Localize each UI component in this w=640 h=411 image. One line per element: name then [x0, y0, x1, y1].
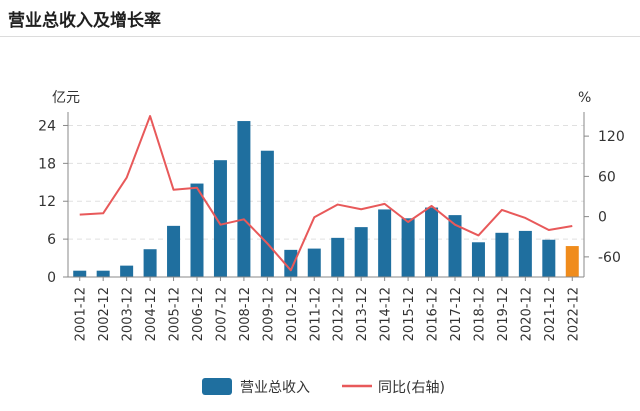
right-tick-label: 120 — [598, 129, 625, 145]
right-axis-unit: % — [578, 90, 591, 106]
x-tick-label: 2011-12 — [308, 287, 323, 341]
x-tick-label: 2010-12 — [285, 287, 300, 341]
revenue-bar — [190, 183, 204, 277]
revenue-bar — [260, 150, 274, 277]
x-tick-label: 2004-12 — [144, 287, 159, 341]
left-tick-label: 6 — [47, 232, 56, 248]
right-tick-label: 0 — [598, 210, 607, 226]
revenue-bar — [565, 246, 579, 277]
x-tick-label: 2021-12 — [543, 287, 558, 341]
legend-line-label: 同比(右轴) — [378, 380, 445, 396]
revenue-bar — [448, 215, 462, 277]
legend-bar-label: 营业总收入 — [240, 380, 310, 396]
x-tick-label: 2022-12 — [566, 287, 581, 341]
x-tick-label: 2002-12 — [97, 287, 112, 341]
revenue-bar — [495, 232, 509, 277]
revenue-bar — [331, 237, 345, 277]
x-tick-label: 2017-12 — [449, 287, 464, 341]
x-tick-label: 2016-12 — [426, 287, 441, 341]
x-tick-label: 2020-12 — [519, 287, 534, 341]
x-tick-label: 2005-12 — [168, 287, 183, 341]
growth-line — [79, 115, 573, 272]
chart-title: 营业总收入及增长率 — [8, 11, 161, 31]
x-tick-label: 2015-12 — [402, 287, 417, 341]
x-tick-label: 2019-12 — [496, 287, 511, 341]
revenue-bar — [307, 248, 321, 277]
x-tick-label: 2013-12 — [355, 287, 370, 341]
left-tick-label: 12 — [38, 194, 56, 210]
legend-bar-swatch — [202, 378, 232, 395]
left-axis-unit: 亿元 — [52, 90, 80, 106]
x-tick-label: 2007-12 — [214, 287, 229, 341]
x-tick-label: 2008-12 — [238, 287, 253, 341]
revenue-bar — [518, 230, 532, 277]
revenue-bar — [237, 121, 251, 277]
left-tick-label: 0 — [47, 270, 56, 286]
revenue-bar — [471, 242, 485, 277]
left-tick-label: 24 — [38, 118, 56, 134]
revenue-bar — [143, 249, 157, 277]
revenue-bar — [96, 270, 110, 277]
x-tick-label: 2018-12 — [472, 287, 487, 341]
revenue-bar — [378, 209, 392, 277]
right-tick-label: -60 — [598, 250, 621, 266]
x-tick-label: 2003-12 — [121, 287, 136, 341]
x-tick-label: 2012-12 — [332, 287, 347, 341]
revenue-bar — [542, 239, 556, 277]
left-tick-label: 18 — [38, 156, 56, 172]
revenue-bar — [73, 270, 87, 277]
revenue-bar — [167, 225, 181, 277]
revenue-bar — [401, 218, 415, 277]
x-tick-label: 2001-12 — [74, 287, 89, 341]
x-tick-label: 2009-12 — [261, 287, 276, 341]
title-divider — [0, 36, 640, 37]
revenue-bar — [354, 227, 368, 277]
right-tick-label: 60 — [598, 169, 616, 185]
revenue-bar — [284, 249, 298, 277]
x-tick-label: 2014-12 — [379, 287, 394, 341]
revenue-bar — [120, 265, 134, 277]
revenue-bar — [213, 160, 227, 277]
revenue-bar — [425, 207, 439, 277]
x-tick-label: 2006-12 — [191, 287, 206, 341]
